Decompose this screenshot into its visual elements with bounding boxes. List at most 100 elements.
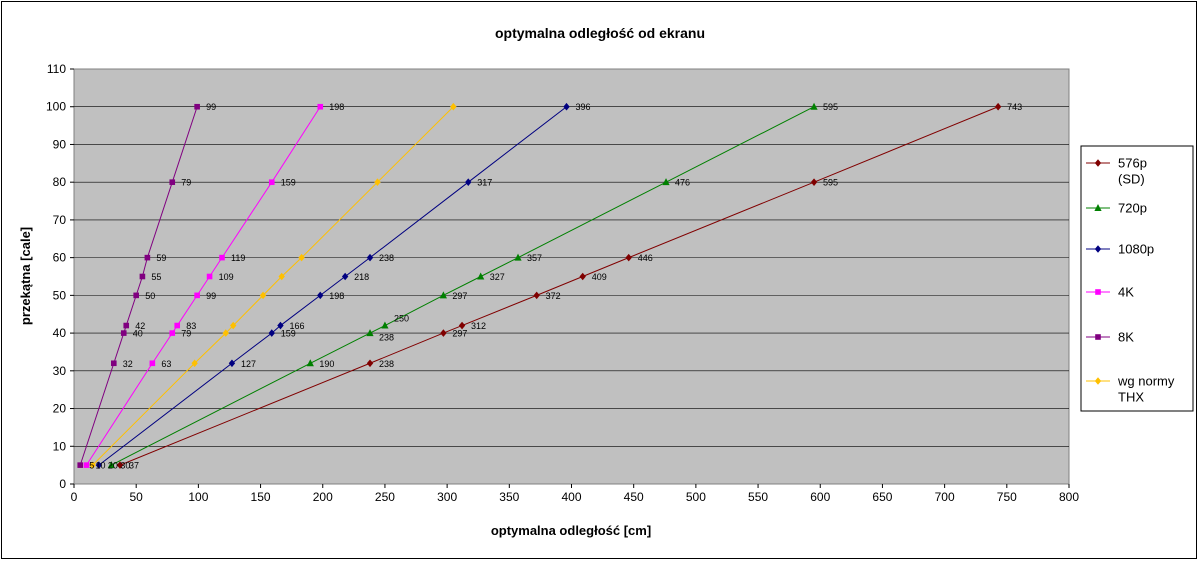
data-point-8k — [77, 462, 84, 468]
data-point-1080p — [366, 253, 374, 262]
x-axis-label: optymalna odległość [cm] — [491, 523, 651, 538]
data-label-576p-sd: 446 — [638, 253, 653, 263]
data-label-720p: 357 — [527, 253, 542, 263]
data-label-4k: 79 — [181, 329, 191, 339]
data-label-1080p: 317 — [477, 178, 492, 188]
data-point-8k — [144, 254, 151, 261]
plot-area — [73, 68, 1070, 485]
y-tick-label: 50 — [53, 288, 67, 302]
data-label-1080p: 198 — [329, 291, 344, 301]
x-tick-label: 400 — [561, 490, 581, 504]
data-label-1080p: 20 — [108, 461, 118, 471]
data-label-576p-sd: 238 — [379, 359, 394, 369]
legend-label-4k: 4K — [1118, 285, 1134, 300]
data-label-1080p: 238 — [379, 253, 394, 263]
y-tick-label: 30 — [53, 364, 67, 378]
legend: 576p (SD) 720p 1080p 4K 8K wg normy THX — [1086, 156, 1175, 405]
data-point-576p-sd — [366, 359, 374, 368]
data-label-576p-sd: 595 — [823, 178, 838, 188]
x-tick-labels: 0 50 100 150 200 250 300 350 400 450 500 550 600 650 7… — [71, 484, 1079, 504]
legend-swatch-marker-720p — [1094, 204, 1102, 211]
data-point-wg-normy-thx — [259, 291, 267, 300]
y-tick-label: 60 — [53, 251, 67, 265]
data-point-720p — [366, 329, 374, 337]
data-point-1080p — [465, 178, 472, 186]
data-point-wg-normy-thx — [278, 272, 285, 281]
x-tick-label: 550 — [748, 490, 768, 504]
y-tick-label: 70 — [53, 213, 67, 227]
data-point-720p — [107, 461, 115, 469]
x-tick-label: 200 — [313, 490, 333, 504]
data-label-720p: 297 — [452, 291, 467, 301]
data-point-1080p — [277, 321, 284, 330]
data-point-576p-sd — [994, 102, 1002, 111]
data-label-4k: 119 — [231, 253, 245, 263]
data-label-720p: 595 — [823, 102, 838, 112]
data-label-576p-sd: 297 — [452, 329, 467, 339]
data-label-720p: 190 — [319, 359, 334, 369]
data-point-1080p — [341, 272, 349, 281]
data-point-8k — [169, 179, 176, 185]
data-point-576p-sd — [458, 321, 466, 330]
data-point-720p — [662, 178, 670, 186]
data-label-4k: 99 — [206, 291, 216, 301]
data-label-8k: 59 — [156, 253, 166, 263]
data-label-1080p: 159 — [281, 329, 296, 339]
legend-label-1080p: 1080p — [1118, 242, 1154, 257]
data-point-1080p — [228, 359, 236, 368]
data-point-1080p — [268, 329, 275, 337]
data-label-8k: 50 — [145, 291, 155, 301]
data-point-8k — [123, 322, 130, 329]
data-label-8k: 42 — [135, 321, 145, 331]
y-tick-label: 100 — [46, 100, 66, 114]
data-label-576p-sd: 312 — [471, 321, 486, 331]
data-point-720p — [439, 291, 447, 299]
data-point-576p-sd — [533, 291, 540, 300]
data-point-wg-normy-thx — [89, 461, 96, 469]
x-tick-label: 500 — [686, 490, 706, 504]
legend-label-576p-sd: 576p (SD) — [1118, 156, 1147, 187]
data-point-wg-normy-thx — [191, 359, 198, 368]
chart-title: optymalna odległość od ekranu — [495, 25, 705, 41]
data-point-wg-normy-thx — [298, 253, 305, 262]
y-tick-label: 110 — [47, 62, 66, 76]
data-label-4k: 10 — [95, 461, 105, 471]
grid-lines — [74, 106, 1069, 447]
legend-label-8k: 8K — [1118, 330, 1134, 345]
data-point-720p — [381, 321, 389, 329]
y-tick-label: 0 — [59, 477, 66, 491]
data-point-8k — [194, 103, 200, 110]
x-tick-label: 0 — [71, 490, 78, 504]
data-point-4k — [268, 179, 275, 185]
legend-swatch-marker-wg-normy-thx — [1094, 377, 1102, 385]
data-point-8k — [111, 360, 117, 367]
y-tick-labels: 0 10 20 30 40 50 60 70 80 90 100 110 — [46, 62, 74, 491]
x-tick-label: 700 — [935, 490, 955, 504]
data-point-wg-normy-thx — [230, 321, 237, 330]
data-point-4k — [174, 322, 181, 329]
data-label-8k: 55 — [151, 272, 161, 282]
data-point-1080p — [317, 291, 324, 300]
data-label-1080p: 166 — [289, 321, 304, 331]
legend-swatch-marker-1080p — [1094, 245, 1102, 253]
x-tick-label: 150 — [251, 490, 271, 504]
data-point-720p — [477, 272, 485, 280]
data-point-576p-sd — [440, 329, 447, 337]
data-label-1080p: 396 — [576, 102, 591, 112]
data-point-720p — [514, 253, 522, 261]
legend-label-720p: 720p — [1118, 201, 1147, 216]
data-label-1080p: 218 — [354, 272, 369, 282]
data-point-4k — [206, 273, 213, 280]
data-label-576p-sd: 37 — [129, 461, 139, 471]
data-point-4k — [169, 330, 176, 336]
y-tick-label: 80 — [53, 175, 67, 189]
data-label-8k: 5 — [89, 461, 94, 471]
data-label-576p-sd: 743 — [1007, 102, 1022, 112]
data-point-1080p — [563, 102, 570, 111]
data-point-8k — [120, 330, 127, 336]
data-labels: 3723829731237240944659574330190238250297… — [89, 102, 1022, 470]
data-point-576p-sd — [579, 272, 586, 281]
series-group — [77, 102, 1002, 469]
x-tick-label: 300 — [437, 490, 457, 504]
